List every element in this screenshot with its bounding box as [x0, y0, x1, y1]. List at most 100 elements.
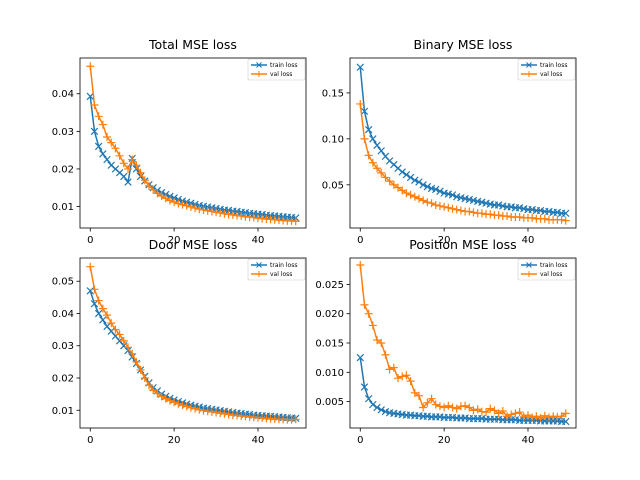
legend-marker: [256, 71, 262, 77]
data-point: [490, 406, 499, 415]
data-point: [415, 178, 423, 186]
y-tick-label: 0.015: [315, 339, 344, 350]
data-point: [207, 207, 216, 216]
data-point: [111, 144, 120, 153]
data-point: [385, 177, 394, 186]
data-point: [486, 210, 495, 219]
data-point: [107, 319, 116, 328]
data-point: [90, 127, 99, 136]
legend-marker: [526, 271, 532, 277]
data-point: [103, 311, 112, 320]
data-point: [220, 409, 229, 418]
x-tick-label: 40: [522, 235, 535, 246]
y-tick-label: 0.02: [52, 164, 74, 175]
data-point: [149, 185, 158, 194]
data-point: [124, 343, 133, 352]
data-point: [115, 330, 124, 339]
data-point: [364, 394, 373, 403]
data-point: [119, 336, 128, 345]
data-point: [444, 203, 453, 212]
legend-marker: [256, 62, 262, 68]
data-point: [410, 192, 419, 201]
subplot: 0 20 40 0.01 0.02 0.03 0.04 0.05 Door MSE loss tr…: [52, 237, 307, 446]
data-point: [398, 168, 406, 176]
chart-title: Binary MSE loss: [414, 37, 513, 52]
data-point: [528, 213, 537, 222]
data-point: [557, 215, 566, 224]
data-point: [369, 135, 377, 143]
data-point: [111, 325, 120, 334]
data-point: [373, 141, 381, 150]
data-point: [448, 191, 457, 199]
y-tick-label: 0.03: [52, 341, 74, 352]
data-point: [406, 173, 415, 182]
data-point: [473, 405, 482, 414]
data-point: [220, 209, 229, 218]
data-point: [161, 394, 170, 403]
data-point: [414, 194, 423, 203]
data-point: [191, 204, 200, 213]
data-point: [174, 399, 183, 408]
data-point: [128, 349, 137, 358]
y-tick-label: 0.10: [322, 134, 344, 145]
data-point: [140, 374, 149, 382]
data-point: [124, 164, 133, 173]
data-point: [435, 201, 444, 210]
data-point: [178, 200, 187, 209]
x-tick-label: 40: [252, 435, 265, 446]
legend-label: train loss: [540, 62, 567, 69]
data-point: [381, 407, 390, 416]
data-point: [523, 411, 532, 420]
data-point: [216, 409, 225, 418]
data-point: [115, 151, 124, 160]
data-point: [532, 412, 541, 421]
y-tick-label: 0.04: [52, 309, 74, 320]
subplot: 0 20 40 0.05 0.10 0.15 Binary MSE loss train lo…: [322, 37, 577, 246]
data-point: [515, 212, 524, 221]
data-point: [373, 403, 381, 412]
data-point: [373, 164, 382, 173]
x-tick-label: 0: [357, 235, 363, 246]
x-tick-label: 40: [522, 435, 535, 446]
data-point: [86, 62, 95, 71]
y-tick-label: 0.01: [52, 202, 74, 213]
data-point: [536, 414, 545, 423]
legend-label: train loss: [540, 262, 567, 269]
data-point: [128, 155, 137, 164]
series-line: [89, 290, 296, 420]
legend-label: val loss: [540, 71, 562, 78]
data-point: [498, 407, 507, 415]
data-point: [186, 403, 195, 412]
data-point: [377, 406, 385, 414]
data-point: [369, 400, 377, 409]
data-point: [212, 208, 221, 217]
data-point: [94, 112, 103, 121]
data-point: [469, 406, 478, 415]
data-point: [94, 142, 103, 151]
data-point: [90, 101, 99, 110]
x-tick-label: 20: [438, 235, 451, 246]
data-point: [503, 212, 512, 221]
data-point: [465, 403, 474, 412]
data-point: [182, 402, 191, 411]
data-point: [153, 389, 162, 398]
data-point: [212, 408, 221, 417]
data-point: [398, 186, 407, 195]
data-point: [519, 412, 528, 421]
data-point: [402, 371, 411, 380]
y-tick-label: 0.01: [52, 406, 74, 417]
data-point: [377, 147, 385, 155]
data-point: [452, 404, 461, 413]
data-point: [356, 261, 365, 270]
data-point: [149, 386, 158, 395]
data-point: [144, 381, 153, 390]
data-point: [120, 172, 128, 181]
y-tick-label: 0.025: [315, 280, 344, 291]
data-point: [398, 372, 407, 381]
data-point: [191, 404, 200, 413]
legend-marker: [256, 271, 262, 277]
data-point: [98, 120, 107, 129]
data-point: [394, 183, 403, 192]
data-point: [381, 350, 390, 359]
data-point: [170, 398, 179, 407]
